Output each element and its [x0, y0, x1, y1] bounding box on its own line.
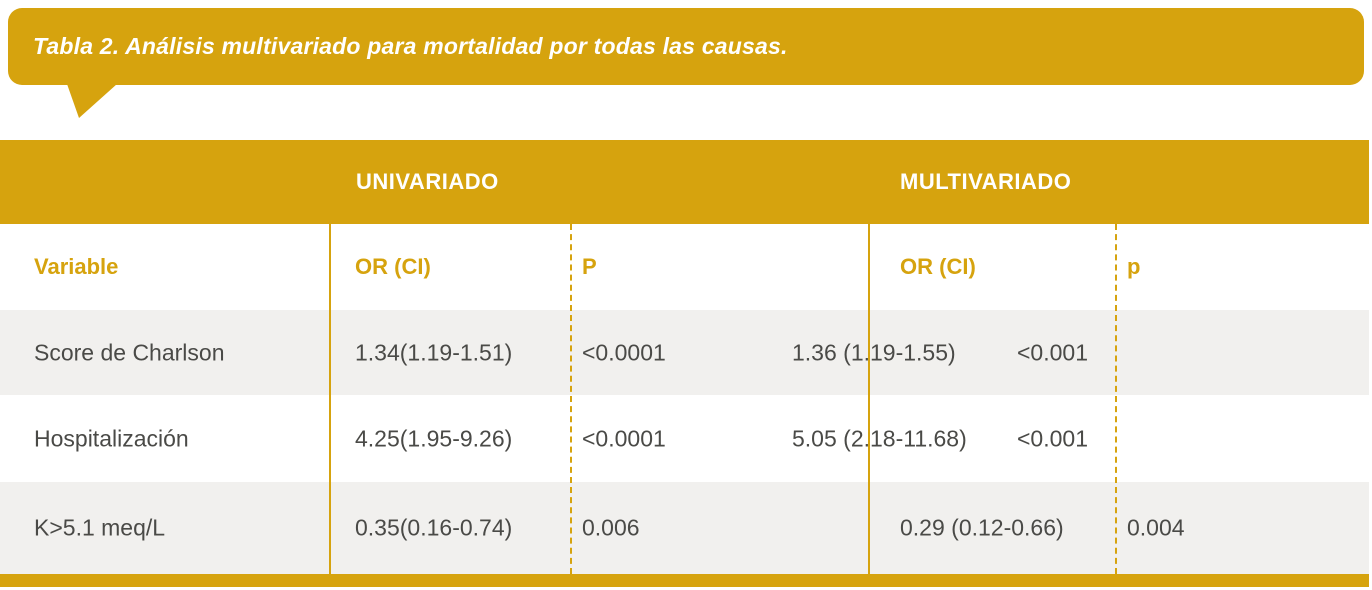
column-separator-solid — [329, 224, 331, 574]
cell-multivariate-or: 1.36 (1.19-1.55) — [792, 339, 956, 365]
column-header-univariate-p: P — [582, 254, 597, 279]
cell-multivariate-or: 0.29 (0.12-0.66) — [900, 514, 1064, 541]
banner-pointer-triangle — [67, 84, 117, 118]
table-title: Tabla 2. Análisis multivariado para mort… — [33, 33, 788, 59]
bottom-accent-bar — [0, 574, 1369, 587]
title-banner: Tabla 2. Análisis multivariado para mort… — [8, 8, 1364, 85]
table-row: Hospitalización 4.25(1.95-9.26) <0.0001 … — [0, 395, 1369, 482]
cell-univariate-or: 0.35(0.16-0.74) — [355, 514, 513, 541]
cell-univariate-p: <0.0001 — [582, 339, 666, 365]
cell-variable: K>5.1 meq/L — [34, 514, 166, 541]
cell-variable: Hospitalización — [34, 425, 189, 451]
group-header-band: UNIVARIADO MULTIVARIADO — [0, 140, 1369, 224]
table-row: Score de Charlson 1.34(1.19-1.51) <0.000… — [0, 310, 1369, 395]
cell-multivariate-p: <0.001 — [1017, 339, 1088, 365]
column-separator-solid — [868, 224, 870, 574]
column-header-row: Variable OR (CI) P OR (CI) p — [0, 224, 1369, 310]
column-header-multivariate-or: OR (CI) — [900, 254, 976, 279]
column-separator-dashed — [570, 224, 572, 574]
cell-variable: Score de Charlson — [34, 339, 225, 365]
group-header-multivariate: MULTIVARIADO — [900, 169, 1072, 194]
column-header-variable: Variable — [34, 254, 119, 279]
cell-multivariate-p: <0.001 — [1017, 425, 1088, 451]
cell-multivariate-p: 0.004 — [1127, 514, 1185, 541]
cell-univariate-or: 4.25(1.95-9.26) — [355, 425, 513, 451]
column-separator-dashed — [1115, 224, 1117, 574]
cell-univariate-p: 0.006 — [582, 514, 640, 541]
column-header-univariate-or: OR (CI) — [355, 254, 431, 279]
cell-univariate-or: 1.34(1.19-1.51) — [355, 339, 513, 365]
column-header-multivariate-p: p — [1127, 254, 1141, 279]
group-header-univariate: UNIVARIADO — [356, 169, 499, 194]
cell-univariate-p: <0.0001 — [582, 425, 666, 451]
table-row: K>5.1 meq/L 0.35(0.16-0.74) 0.006 0.29 (… — [0, 482, 1369, 574]
cell-multivariate-or: 5.05 (2.18-11.68) — [792, 425, 967, 451]
